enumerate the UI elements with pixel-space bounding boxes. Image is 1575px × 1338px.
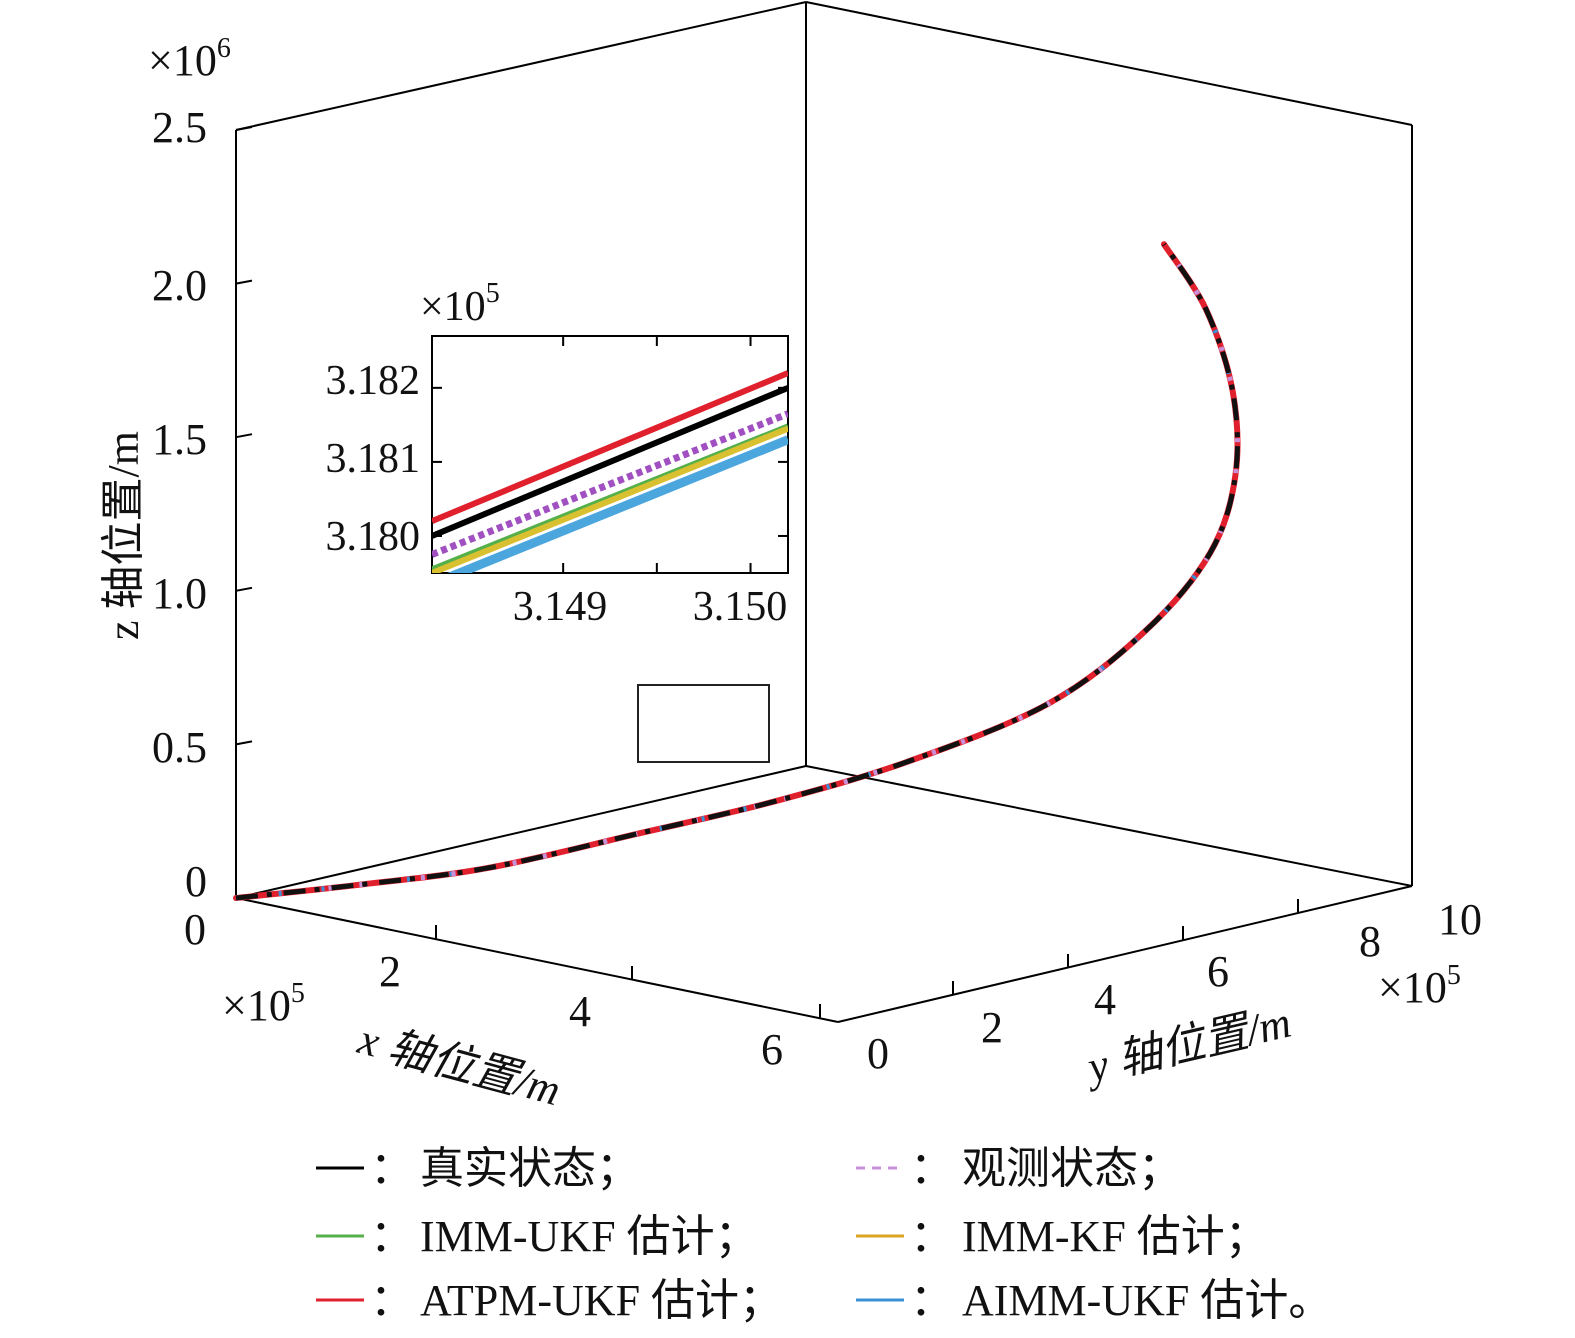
legend-sep-4: ： (910, 1212, 954, 1261)
z-axis-title: z 轴位置/m (99, 431, 148, 640)
legend-sep-3: ： (370, 1212, 414, 1261)
z-tick-label-0.5: 0.5 (152, 723, 207, 772)
box-floor-back-right-edge (805, 765, 1413, 887)
inset-panel: 3.182 3.181 3.180 3.149 3.150 ×105 (326, 278, 789, 630)
z-tick-label-1.5: 1.5 (152, 415, 207, 464)
legend-label-imm-ukf: IMM-UKF 估计； (420, 1212, 759, 1261)
legend-label-aimm-ukf: AIMM-UKF 估计。 (962, 1276, 1332, 1325)
inset-lines (432, 370, 788, 573)
z-tick-label-0: 0 (185, 857, 207, 906)
y-tick-label-10: 10 (1438, 895, 1482, 944)
z-tick-marks (235, 126, 253, 746)
legend-item-imm-ukf: ： IMM-UKF 估计； (316, 1212, 759, 1261)
z-tick-mark-1 (235, 740, 253, 746)
legend-item-atpm-ukf: ： ATPM-UKF 估计； (316, 1276, 783, 1325)
x-tick-marks (435, 925, 821, 1018)
inset-frame (431, 335, 789, 574)
inset-line-0 (432, 370, 788, 524)
y-axis-line (837, 885, 1413, 1023)
z-tick-label-2.5: 2.5 (152, 103, 207, 152)
y-tick-label-6: 6 (1207, 947, 1229, 996)
z-tick-mark-2 (235, 586, 253, 592)
y-axis-multiplier: ×105 (1378, 960, 1461, 1012)
legend-label-true-state: 真实状态； (420, 1144, 640, 1193)
box-top-right-edge (805, 1, 1413, 126)
box-top-left-edge (235, 1, 807, 131)
legend-label-imm-kf: IMM-KF 估计； (962, 1212, 1269, 1261)
legend-item-aimm-ukf: ： AIMM-UKF 估计。 (856, 1276, 1332, 1325)
inset-xtick-3.150: 3.150 (693, 584, 788, 630)
z-tick-mark-4 (235, 279, 253, 285)
inset-ytick-3.180: 3.180 (326, 514, 421, 560)
x-axis-title: x 轴位置/m (352, 1014, 565, 1115)
z-axis-multiplier: ×106 (148, 33, 231, 85)
box-floor-back-left-edge (235, 765, 807, 899)
legend-label-atpm-ukf: ATPM-UKF 估计； (420, 1276, 783, 1325)
inset-line-1 (432, 385, 788, 539)
y-tick-label-8: 8 (1359, 917, 1381, 966)
inset-multiplier: ×105 (420, 278, 500, 330)
inset-ytick-3.181: 3.181 (326, 436, 421, 482)
inset-line-5 (447, 435, 788, 573)
z-tick-mark-5 (235, 126, 253, 131)
z-axis: 2.5 2.0 1.5 1.0 0.5 0 ×106 z 轴位置/m (99, 33, 253, 906)
trajectory-group (233, 241, 1241, 901)
z-tick-mark-3 (235, 433, 253, 439)
y-tick-label-0: 0 (867, 1029, 889, 1078)
inset-xtick-3.149: 3.149 (513, 584, 608, 630)
box-frame (235, 1, 1413, 1023)
legend-label-observed-state: 观测状态； (962, 1144, 1182, 1193)
z-tick-label-2.0: 2.0 (152, 261, 207, 310)
legend: ： 真实状态； ： 观测状态； ： IMM-UKF 估计； ： IMM-KF 估… (316, 1144, 1332, 1325)
legend-sep-6: ： (910, 1276, 954, 1325)
x-tick-label-4: 4 (569, 987, 591, 1036)
inset-tick-marks (432, 336, 788, 573)
x-tick-label-0: 0 (184, 905, 206, 954)
x-axis: 0 2 4 6 ×105 x 轴位置/m (184, 905, 821, 1115)
inset-line-4 (432, 425, 788, 573)
y-tick-label-2: 2 (981, 1003, 1003, 1052)
inset-line-2 (432, 410, 788, 558)
legend-sep-5: ： (370, 1276, 414, 1325)
legend-item-imm-kf: ： IMM-KF 估计； (856, 1212, 1269, 1261)
inset-ytick-3.182: 3.182 (326, 358, 421, 404)
zoom-region-box (637, 684, 770, 763)
x-tick-label-6: 6 (761, 1025, 783, 1074)
legend-sep-1: ： (370, 1144, 414, 1193)
y-tick-marks (952, 899, 1299, 995)
z-tick-label-1.0: 1.0 (152, 569, 207, 618)
legend-item-observed-state: ： 观测状态； (856, 1144, 1182, 1193)
y-tick-label-4: 4 (1094, 975, 1116, 1024)
x-tick-label-2: 2 (379, 947, 401, 996)
legend-sep-2: ： (910, 1144, 954, 1193)
x-axis-line (235, 897, 839, 1023)
x-axis-multiplier: ×105 (222, 978, 305, 1030)
legend-item-true-state: ： 真实状态； (316, 1144, 640, 1193)
trajectory-true-state (235, 242, 1240, 901)
